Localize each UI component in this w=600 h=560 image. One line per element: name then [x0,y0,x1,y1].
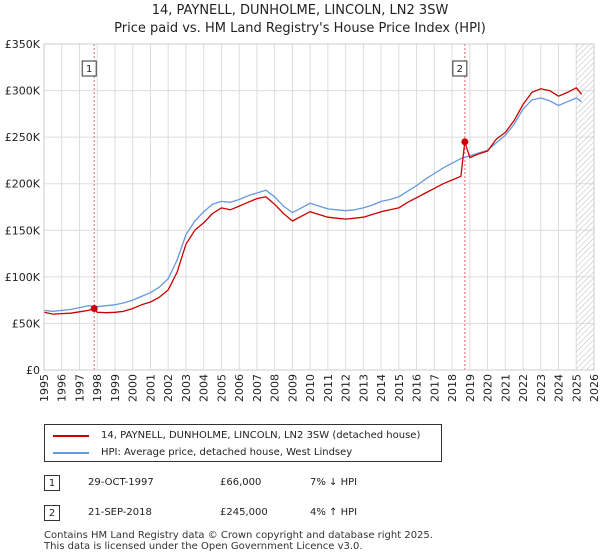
y-tick-label: £200K [5,178,41,191]
plot-border [43,43,595,371]
x-tick-label: 2014 [375,374,388,402]
x-tick-label: 2023 [535,374,548,402]
x-tick-label: 2015 [393,374,406,402]
annotation-label: 1 [86,64,92,75]
x-tick-label: 2002 [162,374,175,402]
x-tick-label: 1996 [56,374,69,402]
x-tick-label: 2026 [588,374,600,402]
legend-item-property: 14, PAYNELL, DUNHOLME, LINCOLN, LN2 3SW … [53,427,437,445]
y-tick-label: £0 [26,364,40,377]
y-tick-label: £250K [5,131,41,144]
x-tick-label: 2013 [357,374,370,402]
x-tick-label: 2018 [446,374,459,402]
transaction-hpi-diff: 4% ↑ HPI [310,507,358,518]
transaction-number: 1 [44,475,60,491]
x-tick-label: 2007 [251,374,264,402]
transaction-date: 21-SEP-2018 [88,507,152,518]
legend-label-property: 14, PAYNELL, DUNHOLME, LINCOLN, LN2 3SW … [101,430,421,441]
legend: 14, PAYNELL, DUNHOLME, LINCOLN, LN2 3SW … [44,424,442,462]
x-tick-label: 2011 [322,374,335,402]
legend-swatch-hpi [53,452,89,454]
forecast-hatch-region [576,44,594,370]
x-tick-label: 1999 [109,374,122,402]
x-tick-label: 2017 [428,374,441,402]
plot-area [44,44,594,370]
sale-point [90,305,98,313]
annotation-box [81,60,97,77]
chart-title: 14, PAYNELL, DUNHOLME, LINCOLN, LN2 3SW … [0,2,600,38]
footer-copyright: Contains HM Land Registry data © Crown c… [44,530,433,541]
y-tick-label: £150K [5,224,41,237]
annotation-box [452,60,468,77]
x-tick-label: 2021 [499,374,512,402]
y-tick-label: £300K [5,85,41,98]
x-tick-label: 2009 [286,374,299,402]
x-tick-label: 1995 [38,374,51,402]
property-price-line [43,87,583,315]
price-chart: 1 2 £0 £50K £100K £150K £200K £250K £300K £350K 19… [5,38,600,402]
x-tick-label: 2019 [464,374,477,402]
x-tick-label: 2020 [482,374,495,402]
transaction-row: 2 21-SEP-2018 £245,000 4% ↑ HPI [44,502,444,524]
transaction-date: 29-OCT-1997 [88,477,154,488]
legend-item-hpi: HPI: Average price, detached house, West… [53,444,437,462]
title-address: 14, PAYNELL, DUNHOLME, LINCOLN, LN2 3SW [151,3,449,18]
footer: Contains HM Land Registry data © Crown c… [44,530,433,552]
title-subtitle: Price paid vs. HM Land Registry's House … [114,21,486,36]
x-tick-label: 2000 [127,374,140,402]
x-tick-label: 2010 [304,374,317,402]
x-tick-label: 2016 [411,374,424,402]
x-tick-label: 1998 [91,374,104,402]
x-tick-label: 2001 [144,374,157,402]
x-tick-label: 2024 [553,374,566,402]
footer-license: This data is licensed under the Open Gov… [44,541,363,552]
x-tick-label: 2006 [233,374,246,402]
x-tick-label: 2012 [340,374,353,402]
annotation-label: 2 [457,64,463,75]
x-tick-label: 2003 [180,374,193,402]
sale-point [461,138,469,146]
y-tick-label: £350K [5,38,41,51]
transaction-price: £245,000 [220,507,268,518]
x-tick-label: 1997 [73,374,86,402]
x-tick-label: 2008 [269,374,282,402]
y-tick-label: £50K [12,317,41,330]
y-tick-label: £100K [5,271,41,284]
hpi-line [43,97,582,312]
transaction-price: £66,000 [220,477,262,488]
transaction-row: 1 29-OCT-1997 £66,000 7% ↓ HPI [44,472,444,494]
legend-swatch-property [53,435,89,437]
x-tick-label: 2004 [198,374,211,402]
x-tick-label: 2022 [517,374,530,402]
transaction-number: 2 [44,505,60,521]
legend-label-hpi: HPI: Average price, detached house, West… [101,447,353,458]
x-tick-label: 2005 [215,374,228,402]
transaction-hpi-diff: 7% ↓ HPI [310,477,358,488]
x-tick-label: 2025 [570,374,583,402]
